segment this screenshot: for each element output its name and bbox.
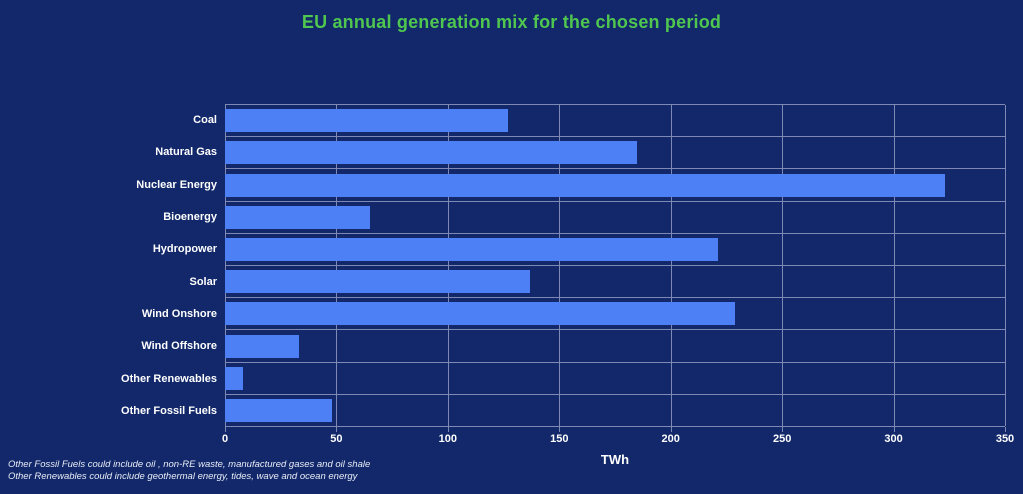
axis-tick-label: 200 xyxy=(661,433,680,445)
x-axis-title: TWh xyxy=(600,452,630,467)
bar-other-fossil-fuels[interactable] xyxy=(225,398,332,422)
axis-tick-mark xyxy=(893,427,895,432)
category-label: Natural Gas xyxy=(155,146,217,159)
bar-row xyxy=(225,169,1005,202)
bar-rows xyxy=(225,105,1005,426)
y-axis-labels: Coal Natural Gas Nuclear Energy Bioenergy Hy… xyxy=(0,104,217,427)
bar-solar[interactable] xyxy=(225,270,531,294)
axis-tick-mark xyxy=(782,427,784,432)
axis-tick-label: 100 xyxy=(438,433,458,445)
category-label: Bioenergy xyxy=(163,211,217,224)
axis-tick-mark xyxy=(1005,427,1006,432)
bar-row xyxy=(225,330,1005,363)
axis-tick-mark xyxy=(225,427,226,432)
axis-tick-label: 0 xyxy=(221,433,229,445)
bar-wind-offshore[interactable] xyxy=(225,334,299,358)
x-axis: 0 50 100 150 200 250 300 350 xyxy=(221,427,1014,447)
bar-row xyxy=(225,202,1005,234)
bar-row xyxy=(225,234,1005,267)
footnote-fossil-fuels: Other Fossil Fuels could include oil , n… xyxy=(8,459,371,470)
category-label: Hydropower xyxy=(152,243,217,256)
bar-wind-onshore[interactable] xyxy=(225,302,736,326)
category-label: Nuclear Energy xyxy=(136,178,217,191)
bar-coal[interactable] xyxy=(225,109,509,133)
bar-row xyxy=(225,137,1005,170)
category-label: Wind Offshore xyxy=(141,340,217,353)
axis-tick-mark xyxy=(670,427,672,432)
category-label: Other Fossil Fuels xyxy=(121,404,217,417)
bar-row xyxy=(225,298,1005,331)
axis-tick-label: 50 xyxy=(330,433,343,445)
bar-row xyxy=(225,363,1005,395)
bar-hydropower[interactable] xyxy=(225,237,718,261)
footnote-renewables: Other Renewables could include geotherma… xyxy=(8,470,358,482)
category-label: Solar xyxy=(189,275,217,288)
category-label: Other Renewables xyxy=(121,372,217,385)
vertical-gridline xyxy=(1005,105,1006,426)
chart-title: EU annual generation mix for the chosen … xyxy=(301,12,722,32)
footnotes: Other Fossil Fuels could include oil , n… xyxy=(8,459,370,482)
bar-other-renewables[interactable] xyxy=(225,366,243,390)
plot-area xyxy=(225,104,1006,427)
axis-tick-label: 150 xyxy=(550,433,569,445)
bar-row xyxy=(225,395,1005,426)
bar-row xyxy=(225,266,1005,299)
bar-nuclear-energy[interactable] xyxy=(225,173,945,197)
bar-row xyxy=(225,105,1005,138)
axis-tick-mark xyxy=(447,427,449,432)
axis-tick-mark xyxy=(336,427,338,432)
category-label: Coal xyxy=(193,114,217,127)
bar-bioenergy[interactable] xyxy=(225,205,370,229)
bar-natural-gas[interactable] xyxy=(225,141,638,165)
axis-tick-label: 350 xyxy=(995,433,1015,445)
category-label: Wind Onshore xyxy=(141,307,217,320)
axis-tick-label: 250 xyxy=(772,433,792,445)
axis-tick-mark xyxy=(559,427,561,432)
axis-tick-label: 300 xyxy=(884,433,903,445)
